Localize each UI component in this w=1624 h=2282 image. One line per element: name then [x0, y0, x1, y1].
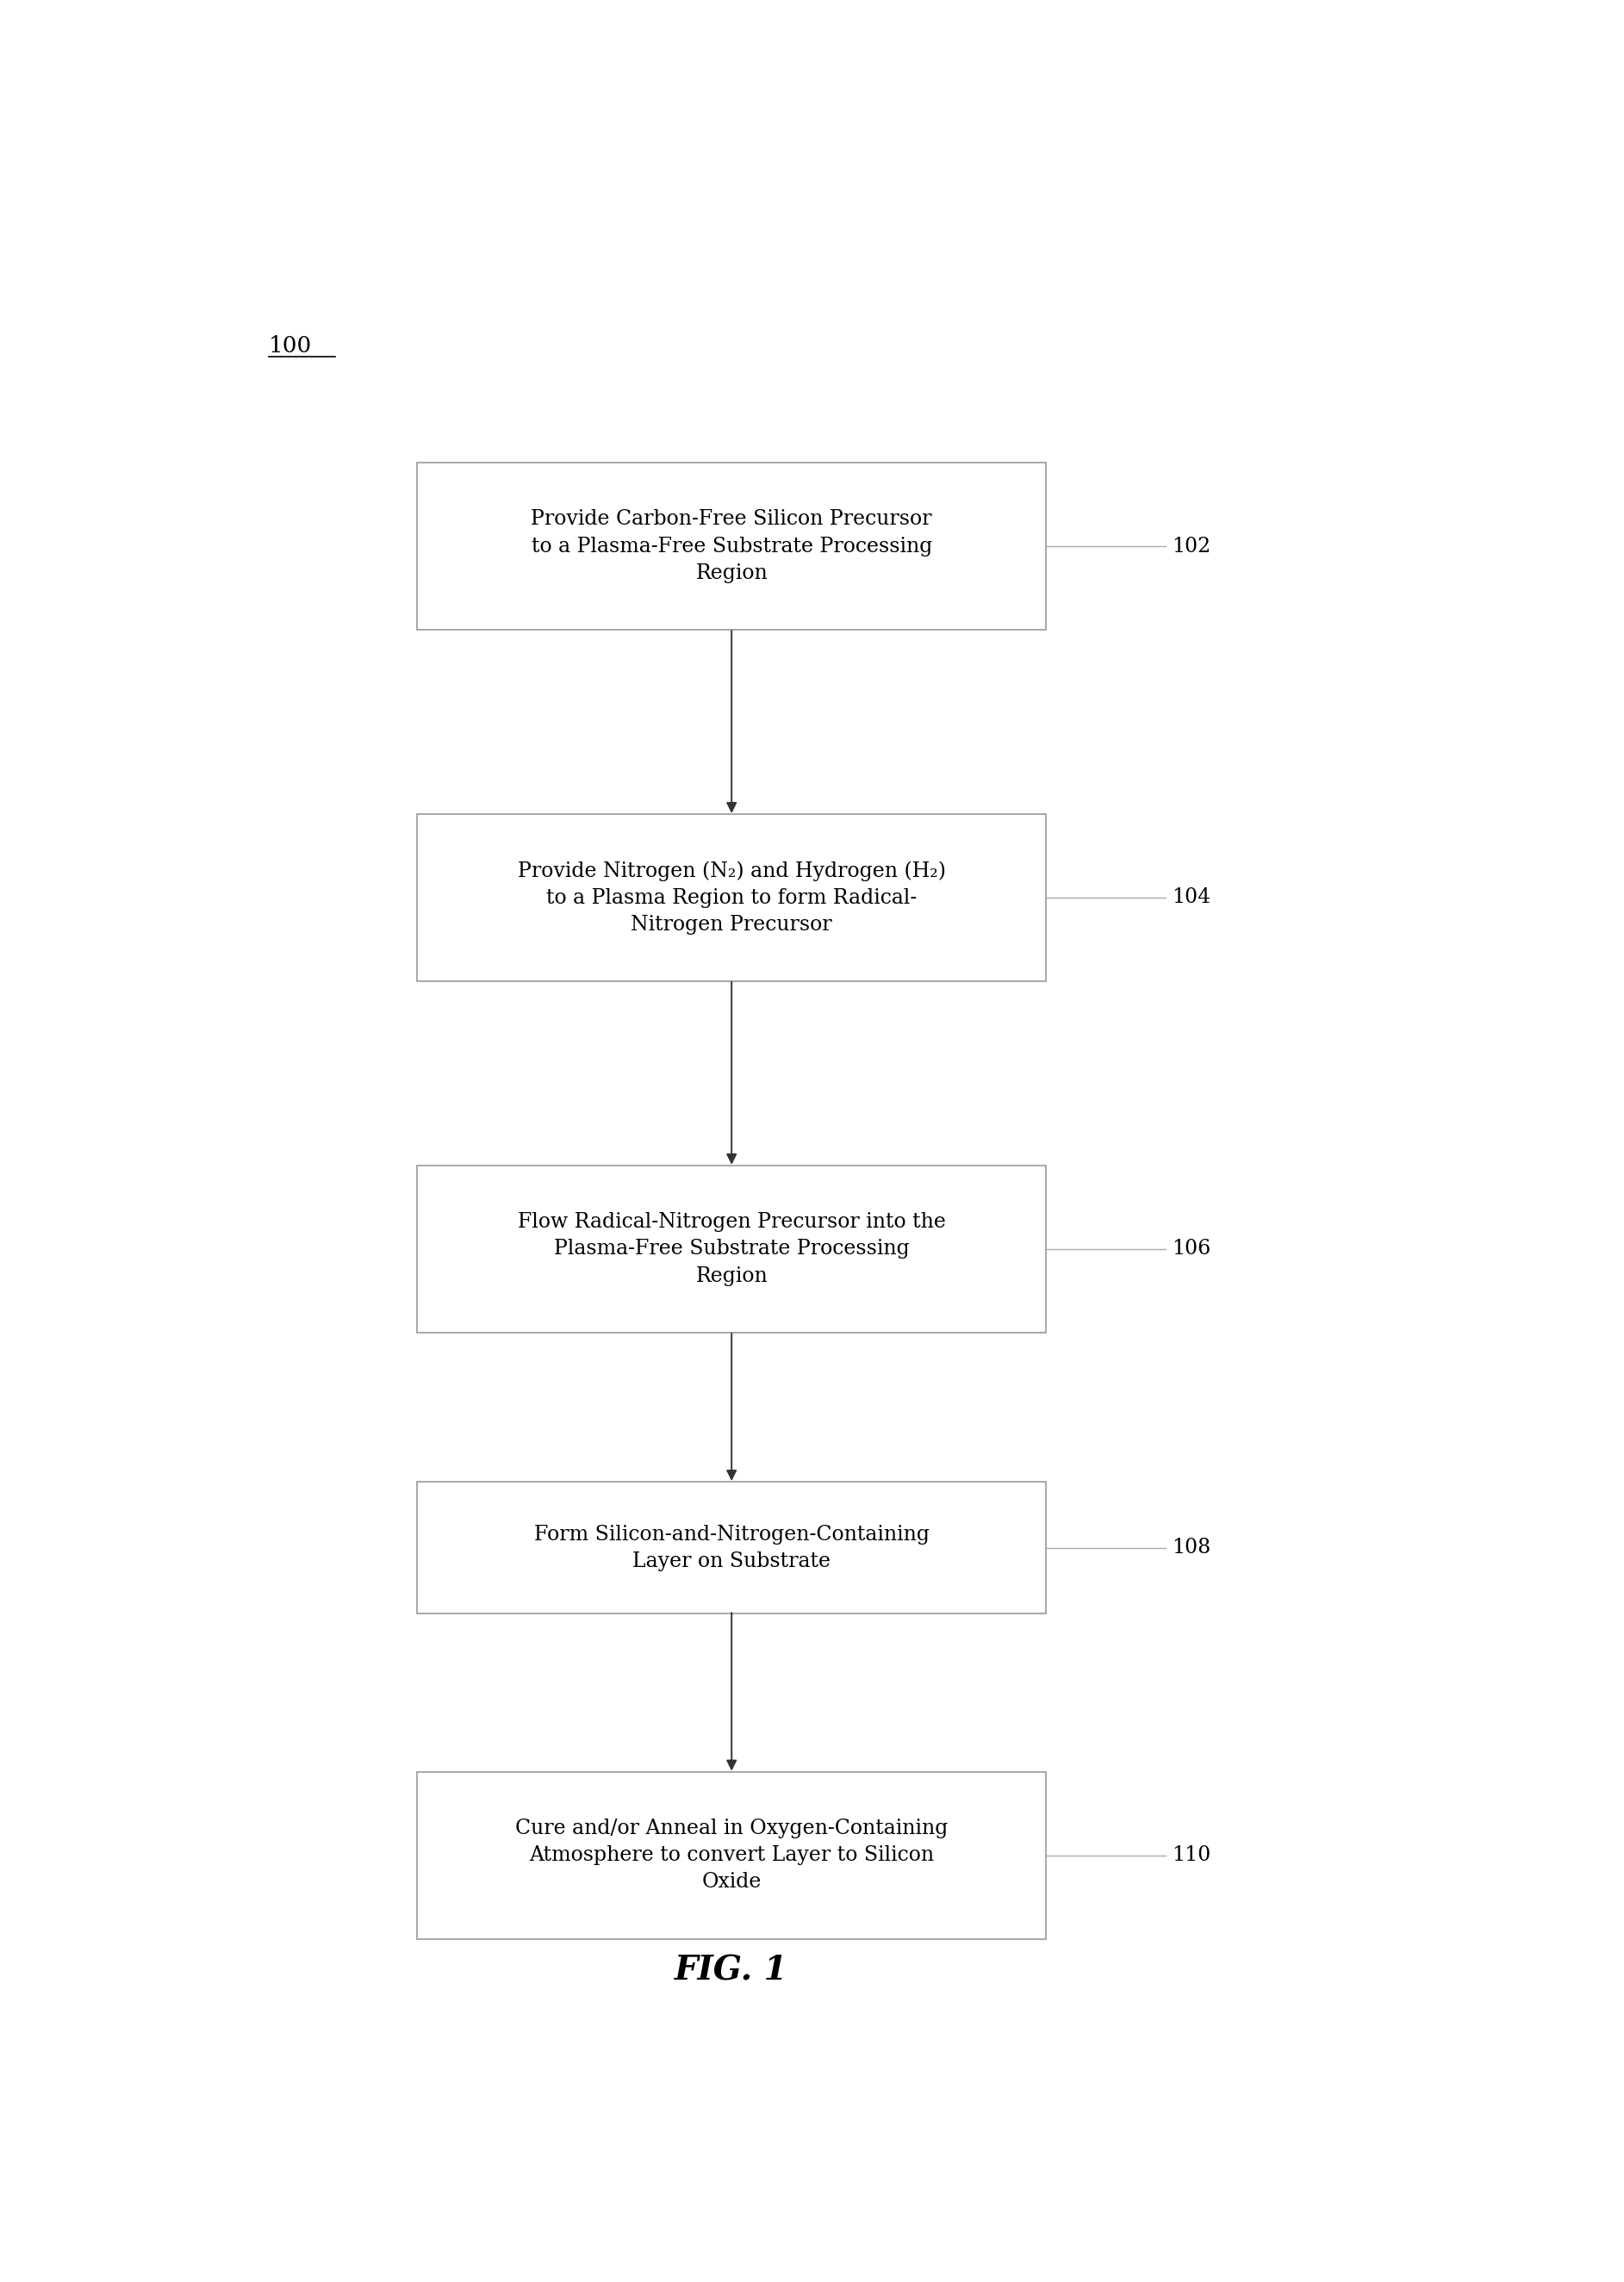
Text: 106: 106: [1173, 1239, 1212, 1260]
Text: Provide Nitrogen (N₂) and Hydrogen (H₂)
to a Plasma Region to form Radical-
Nitr: Provide Nitrogen (N₂) and Hydrogen (H₂) …: [518, 860, 945, 936]
Text: 100: 100: [268, 335, 312, 356]
FancyBboxPatch shape: [417, 815, 1046, 981]
Text: 104: 104: [1173, 888, 1212, 908]
Text: FIG. 1: FIG. 1: [676, 1953, 788, 1988]
Text: Provide Carbon-Free Silicon Precursor
to a Plasma-Free Substrate Processing
Regi: Provide Carbon-Free Silicon Precursor to…: [531, 509, 932, 582]
Text: Cure and/or Anneal in Oxygen-Containing
Atmosphere to convert Layer to Silicon
O: Cure and/or Anneal in Oxygen-Containing …: [515, 1819, 948, 1892]
FancyBboxPatch shape: [417, 1771, 1046, 1940]
Text: 108: 108: [1173, 1538, 1212, 1559]
FancyBboxPatch shape: [417, 1166, 1046, 1333]
Text: 102: 102: [1173, 536, 1212, 557]
Text: Flow Radical-Nitrogen Precursor into the
Plasma-Free Substrate Processing
Region: Flow Radical-Nitrogen Precursor into the…: [518, 1212, 945, 1285]
FancyBboxPatch shape: [417, 1481, 1046, 1613]
Text: Form Silicon-and-Nitrogen-Containing
Layer on Substrate: Form Silicon-and-Nitrogen-Containing Lay…: [534, 1524, 929, 1570]
FancyBboxPatch shape: [417, 463, 1046, 630]
Text: 110: 110: [1173, 1846, 1212, 1864]
